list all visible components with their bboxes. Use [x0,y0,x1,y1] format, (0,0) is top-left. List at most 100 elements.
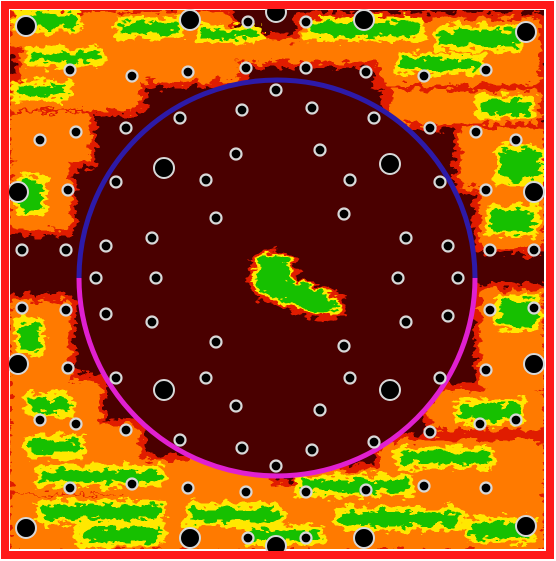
small-marker [145,231,159,245]
lower-arc [76,277,478,479]
small-marker [229,399,243,413]
small-marker [269,459,283,473]
small-marker [61,361,75,375]
small-marker [343,371,357,385]
large-marker [7,353,29,375]
small-marker [399,315,413,329]
sensor-markers [7,1,545,557]
small-marker [527,243,541,257]
small-marker [33,413,47,427]
small-marker [209,211,223,225]
small-marker [241,531,255,545]
green-band [500,150,540,180]
small-marker [367,111,381,125]
small-marker [235,441,249,455]
large-marker [353,9,375,31]
large-marker [15,517,37,539]
small-marker [343,173,357,187]
green-band [120,22,180,34]
small-marker [149,271,163,285]
small-marker [173,111,187,125]
large-marker [523,353,545,375]
center-hotspot [247,249,347,322]
small-marker [63,481,77,495]
small-marker [417,69,431,83]
small-marker [313,403,327,417]
green-band [30,440,80,454]
small-marker [119,121,133,135]
small-marker [399,231,413,245]
large-marker [15,15,37,37]
green-band [30,398,70,412]
green-band [500,300,536,326]
small-marker [125,69,139,83]
small-marker [109,175,123,189]
small-marker [209,335,223,349]
large-marker [179,527,201,549]
large-marker [153,157,175,179]
small-marker [181,481,195,495]
small-marker [479,183,493,197]
small-marker [479,363,493,377]
orange-band [60,62,240,82]
green-band [440,30,520,46]
large-marker [7,181,29,203]
small-marker [305,101,319,115]
green-band [80,528,160,542]
small-marker [241,15,255,29]
large-marker [153,379,175,401]
small-marker [359,483,373,497]
small-marker [173,433,187,447]
green-band [460,404,520,420]
large-marker [379,379,401,401]
small-marker [337,207,351,221]
upper-arc [76,77,478,279]
small-marker [433,175,447,189]
small-marker [15,243,29,257]
small-marker [313,143,327,157]
small-marker [423,425,437,439]
large-marker [523,181,545,203]
orange-band [150,40,400,62]
small-marker [479,481,493,495]
large-marker [179,9,201,31]
small-marker [63,63,77,77]
large-marker [515,515,537,537]
small-marker [15,301,29,315]
small-marker [89,271,103,285]
green-band [16,86,66,96]
small-marker [483,243,497,257]
small-marker [479,63,493,77]
large-marker [379,153,401,175]
small-marker [61,183,75,197]
green-band [490,210,534,232]
small-marker [33,133,47,147]
small-marker [527,301,541,315]
small-marker [299,485,313,499]
small-marker [239,485,253,499]
small-marker [269,83,283,97]
small-marker [69,417,83,431]
small-marker [125,477,139,491]
small-marker [433,371,447,385]
small-marker [181,65,195,79]
green-band [480,100,530,114]
large-marker [353,527,375,549]
small-marker [367,435,381,449]
small-marker [59,243,73,257]
small-marker [305,443,319,457]
small-marker [423,121,437,135]
small-marker [509,133,523,147]
green-band [400,452,490,464]
small-marker [299,531,313,545]
large-marker [515,21,537,43]
small-marker [417,479,431,493]
small-marker [469,125,483,139]
small-marker [69,125,83,139]
small-marker [299,15,313,29]
small-marker [483,303,497,317]
small-marker [451,271,465,285]
